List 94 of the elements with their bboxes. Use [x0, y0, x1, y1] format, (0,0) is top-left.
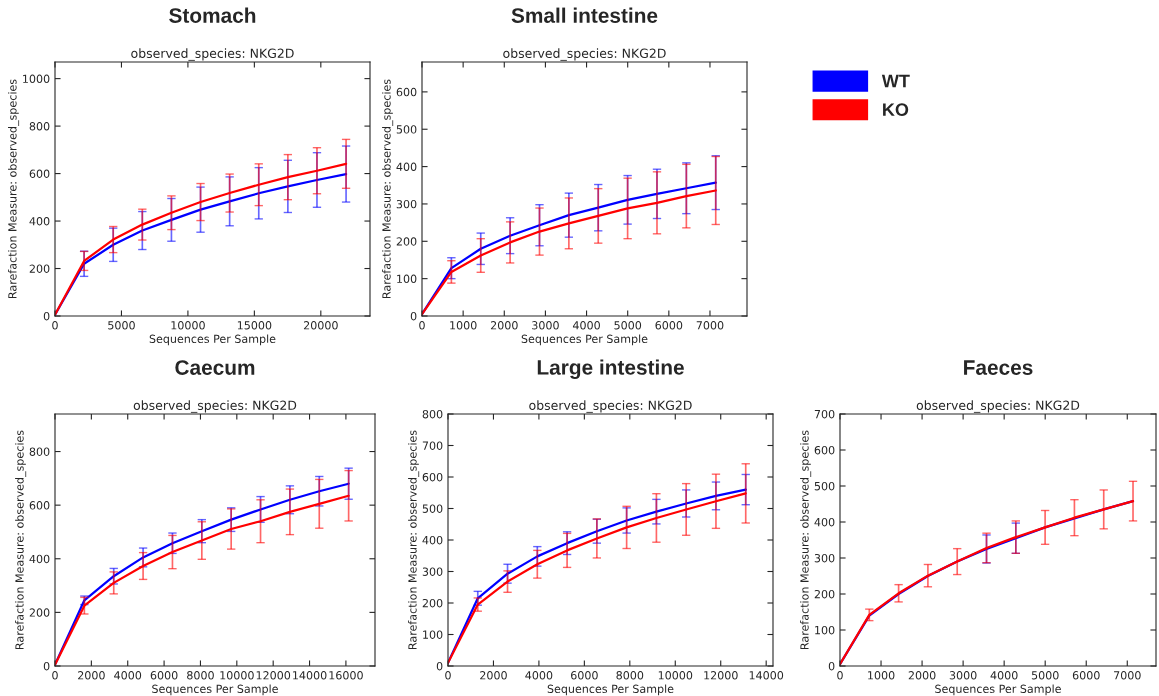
y-tick-label: 200	[29, 264, 50, 273]
x-tick-label: 0	[837, 671, 843, 680]
y-tick-label: 600	[422, 472, 443, 482]
x-tick-label: 10000	[171, 321, 205, 330]
y-axis-title: Rarefaction Measure: observed_species	[15, 430, 27, 649]
y-tick-label: 0	[436, 661, 443, 671]
y-tick-label: 400	[396, 162, 417, 171]
chart-title: Large intestine	[537, 359, 684, 379]
x-tick-label: 14000	[293, 671, 327, 680]
x-tick-label: 6000	[571, 671, 598, 680]
x-tick-label: 8000	[616, 671, 644, 680]
x-tick-label: 2000	[908, 671, 936, 680]
y-tick-label: 100	[397, 274, 417, 284]
chart-title: Faeces	[964, 360, 1033, 375]
y-tick-label: 200	[29, 608, 50, 617]
y-tick-label: 200	[422, 598, 443, 608]
y-tick-label: 100	[423, 630, 443, 639]
chart-title: Caecum	[175, 360, 255, 375]
y-tick-label: 700	[814, 409, 835, 419]
y-tick-label: 400	[422, 535, 443, 545]
y-tick-label: 0	[410, 311, 417, 321]
y-tick-label: 400	[29, 554, 50, 564]
legend-label: WT	[881, 74, 910, 88]
x-axis-title: Sequences Per Sample	[547, 684, 674, 696]
y-tick-label: 0	[828, 661, 835, 671]
chart-subtitle: observed_species: NKG2D	[131, 48, 294, 61]
x-tick-label: 12000	[704, 671, 738, 680]
y-tick-label: 600	[396, 87, 417, 97]
x-axis-title: Sequences Per Sample	[152, 684, 278, 696]
x-tick-label: 6000	[150, 671, 178, 680]
x-tick-label: 2000	[490, 321, 518, 330]
x-axis-title: Sequences Per Sample	[935, 684, 1061, 696]
y-tick-label: 100	[815, 625, 835, 635]
x-tick-label: 7000	[1114, 671, 1141, 680]
x-tick-label: 1000	[868, 671, 895, 680]
x-tick-label: 0	[52, 321, 58, 330]
x-tick-label: 5000	[108, 321, 135, 330]
x-tick-label: 0	[52, 671, 58, 680]
y-tick-label: 300	[422, 567, 443, 576]
y-tick-label: 800	[29, 122, 50, 131]
y-tick-label: 500	[814, 481, 835, 491]
y-tick-label: 600	[814, 445, 835, 455]
y-tick-label: 700	[422, 441, 443, 450]
legend-label: KO	[883, 103, 909, 117]
y-axis-title: Rarefaction Measure: observed_species	[8, 79, 20, 298]
x-axis-title: Sequences Per Sample	[149, 334, 276, 346]
y-tick-label: 600	[29, 169, 50, 178]
chart-subtitle: observed_species: NKG2D	[133, 400, 297, 413]
x-tick-label: 10000	[220, 671, 254, 680]
x-tick-label: 0	[445, 671, 451, 680]
y-tick-label: 1000	[23, 74, 50, 83]
x-tick-label: 7000	[696, 321, 724, 330]
x-tick-label: 20000	[303, 321, 338, 330]
x-tick-label: 15000	[237, 321, 272, 330]
x-tick-label: 6000	[655, 321, 683, 330]
x-axis-title: Sequences Per Sample	[521, 334, 648, 346]
x-tick-label: 4000	[114, 671, 142, 680]
x-tick-label: 2000	[78, 671, 105, 680]
x-tick-label: 5000	[614, 321, 642, 330]
chart-title: Small intestine	[511, 7, 658, 23]
y-tick-label: 300	[814, 553, 835, 563]
x-tick-label: 5000	[1031, 671, 1059, 680]
chart-subtitle: observed_species: NKG2D	[529, 400, 692, 413]
y-axis-title: Rarefaction Measure: observed_species	[408, 430, 420, 649]
x-tick-label: 6000	[1072, 671, 1100, 680]
y-tick-label: 200	[814, 589, 835, 599]
x-tick-label: 3000	[532, 321, 559, 330]
y-tick-label: 0	[43, 311, 50, 321]
y-tick-label: 500	[422, 504, 443, 513]
y-tick-label: 400	[814, 517, 835, 527]
x-tick-label: 4000	[990, 671, 1018, 680]
x-tick-label: 14000	[749, 671, 784, 680]
y-tick-label: 0	[43, 661, 50, 671]
y-tick-label: 200	[396, 237, 417, 246]
x-tick-label: 12000	[256, 671, 291, 680]
x-tick-label: 8000	[187, 671, 214, 680]
y-tick-label: 800	[29, 447, 50, 456]
chart-subtitle: observed_species: NKG2D	[503, 48, 666, 61]
y-tick-label: 300	[396, 199, 417, 209]
x-tick-label: 2000	[480, 671, 507, 680]
x-tick-label: 3000	[949, 671, 977, 680]
chart-title: Stomach	[169, 7, 256, 23]
chart-subtitle: observed_species: NKG2D	[916, 400, 1080, 413]
x-tick-label: 16000	[329, 671, 363, 680]
x-tick-label: 1000	[450, 321, 477, 330]
y-tick-label: 400	[29, 217, 50, 226]
y-tick-label: 800	[422, 409, 443, 419]
x-tick-label: 4000	[525, 671, 553, 680]
x-tick-label: 10000	[658, 671, 693, 680]
y-axis-title: Rarefaction Measure: observed_species	[800, 430, 812, 649]
x-tick-label: 4000	[572, 321, 600, 330]
y-tick-label: 500	[396, 125, 417, 134]
y-tick-label: 600	[29, 501, 50, 510]
y-axis-title: Rarefaction Measure: observed_species	[382, 79, 394, 298]
